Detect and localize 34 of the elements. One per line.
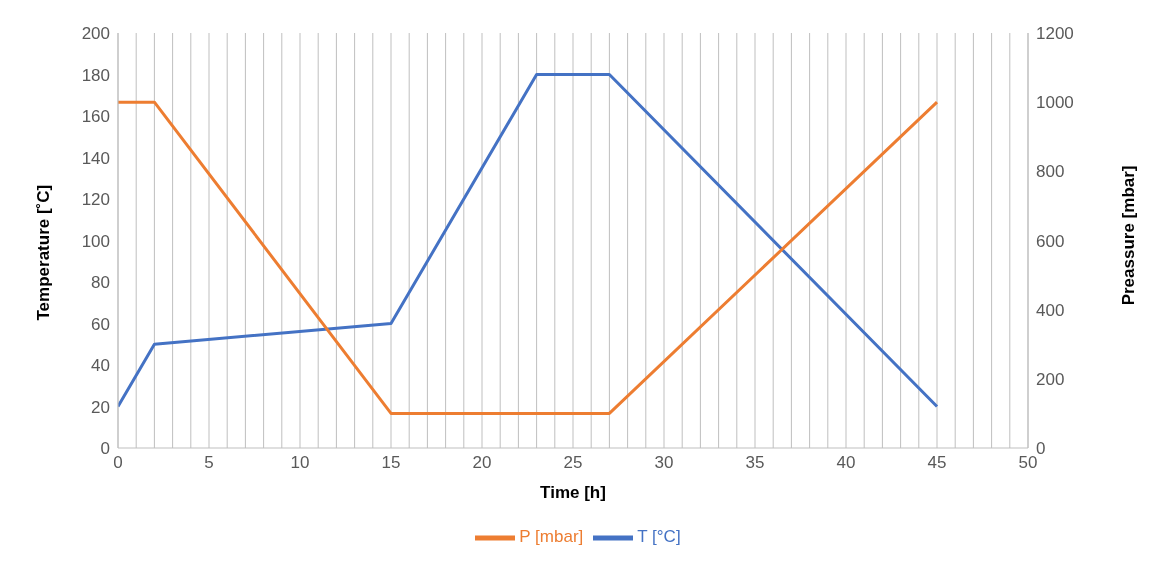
x-tick-label: 10 (290, 453, 310, 473)
y-tick-label: 120 (81, 190, 110, 210)
y-tick-label: 40 (91, 356, 110, 376)
y-tick-label: 20 (91, 397, 110, 417)
x-tick-label: 40 (836, 453, 856, 473)
y2-axis-title: Preassure [mbar] (1119, 165, 1139, 306)
y-axis-title: Temperature [˚C] (34, 184, 54, 321)
x-tick-label: 45 (927, 453, 947, 473)
y2-tick-label: 1000 (1036, 93, 1074, 113)
y-tick-label: 80 (91, 273, 110, 293)
y-tick-label: 100 (81, 231, 110, 251)
x-tick-label: 30 (654, 453, 674, 473)
x-tick-label: 20 (472, 453, 492, 473)
x-tick-label: 25 (563, 453, 583, 473)
legend-label: T [°C] (637, 527, 681, 547)
x-tick-label: 0 (113, 453, 123, 473)
x-axis-title: Time [h] (540, 483, 606, 502)
legend-label: P [mbar] (519, 527, 584, 547)
y-tick-label: 160 (81, 107, 110, 127)
y2-tick-label: 200 (1036, 369, 1065, 389)
y2-tick-label: 400 (1036, 300, 1065, 320)
y-tick-label: 180 (81, 65, 110, 85)
x-tick-label: 5 (204, 453, 214, 473)
y2-tick-label: 1200 (1036, 24, 1074, 44)
y2-tick-label: 800 (1036, 162, 1065, 182)
y-tick-label: 200 (81, 24, 110, 44)
x-tick-label: 35 (745, 453, 765, 473)
y-tick-label: 60 (91, 314, 110, 334)
x-tick-label: 15 (381, 453, 401, 473)
y-tick-label: 0 (100, 439, 110, 459)
y2-tick-label: 0 (1036, 439, 1046, 459)
y-tick-label: 140 (81, 148, 110, 168)
x-tick-label: 50 (1018, 453, 1038, 473)
y2-tick-label: 600 (1036, 231, 1065, 251)
